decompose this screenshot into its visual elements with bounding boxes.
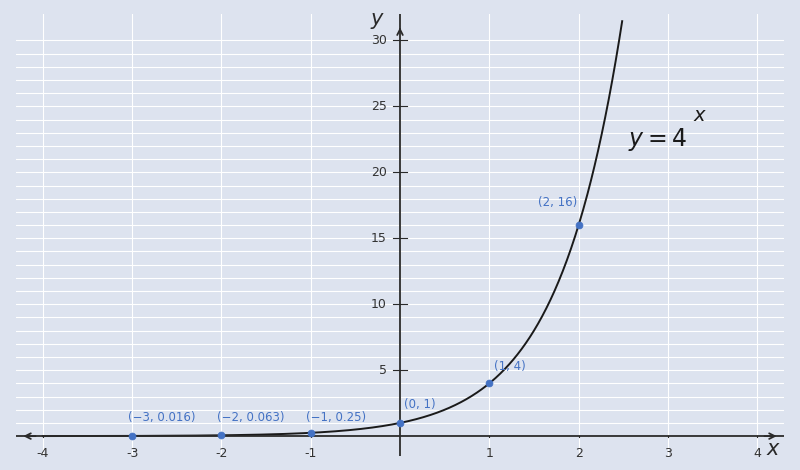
Text: (−3, 0.016): (−3, 0.016) <box>128 411 195 424</box>
Text: 4: 4 <box>754 446 761 460</box>
Text: 10: 10 <box>370 298 386 311</box>
Text: (2, 16): (2, 16) <box>538 196 578 209</box>
Text: 15: 15 <box>370 232 386 245</box>
Text: (0, 1): (0, 1) <box>405 398 436 411</box>
Text: -1: -1 <box>305 446 317 460</box>
Text: $\bf{\it{x}}$: $\bf{\it{x}}$ <box>693 107 707 125</box>
Text: 2: 2 <box>574 446 582 460</box>
Text: 20: 20 <box>370 166 386 179</box>
Text: $\mathit{x}$: $\mathit{x}$ <box>766 439 781 459</box>
Text: 1: 1 <box>486 446 494 460</box>
Text: (−1, 0.25): (−1, 0.25) <box>306 411 366 424</box>
Text: -2: -2 <box>215 446 227 460</box>
Text: 30: 30 <box>370 34 386 47</box>
Text: $\bf{\it{y = 4}}$: $\bf{\it{y = 4}}$ <box>628 126 687 153</box>
Text: $\mathit{y}$: $\mathit{y}$ <box>370 11 386 31</box>
Text: -3: -3 <box>126 446 138 460</box>
Text: 25: 25 <box>370 100 386 113</box>
Text: -4: -4 <box>37 446 49 460</box>
Text: (1, 4): (1, 4) <box>494 360 526 373</box>
Text: 3: 3 <box>664 446 672 460</box>
Text: (−2, 0.063): (−2, 0.063) <box>217 411 285 424</box>
Text: 5: 5 <box>378 364 386 376</box>
